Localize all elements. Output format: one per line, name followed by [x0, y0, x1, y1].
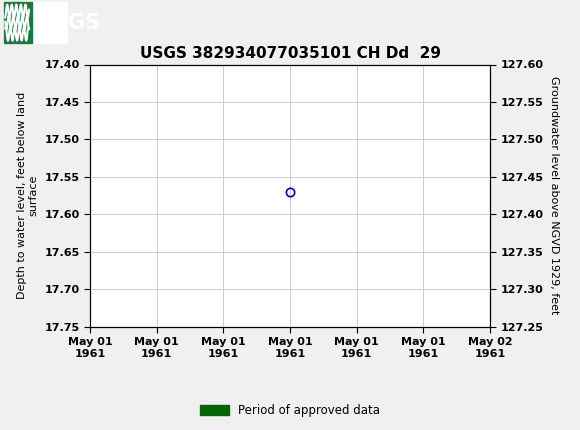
Text: USGS 382934077035101 CH Dd  29: USGS 382934077035101 CH Dd 29: [140, 46, 440, 61]
Bar: [3, 2, 67, 43]
Bar: [4, 2, 32, 43]
Y-axis label: Depth to water level, feet below land
surface: Depth to water level, feet below land su…: [17, 92, 39, 299]
Y-axis label: Groundwater level above NGVD 1929, feet: Groundwater level above NGVD 1929, feet: [549, 77, 559, 315]
Text: USGS: USGS: [36, 12, 100, 33]
Legend: Period of approved data: Period of approved data: [195, 399, 385, 422]
